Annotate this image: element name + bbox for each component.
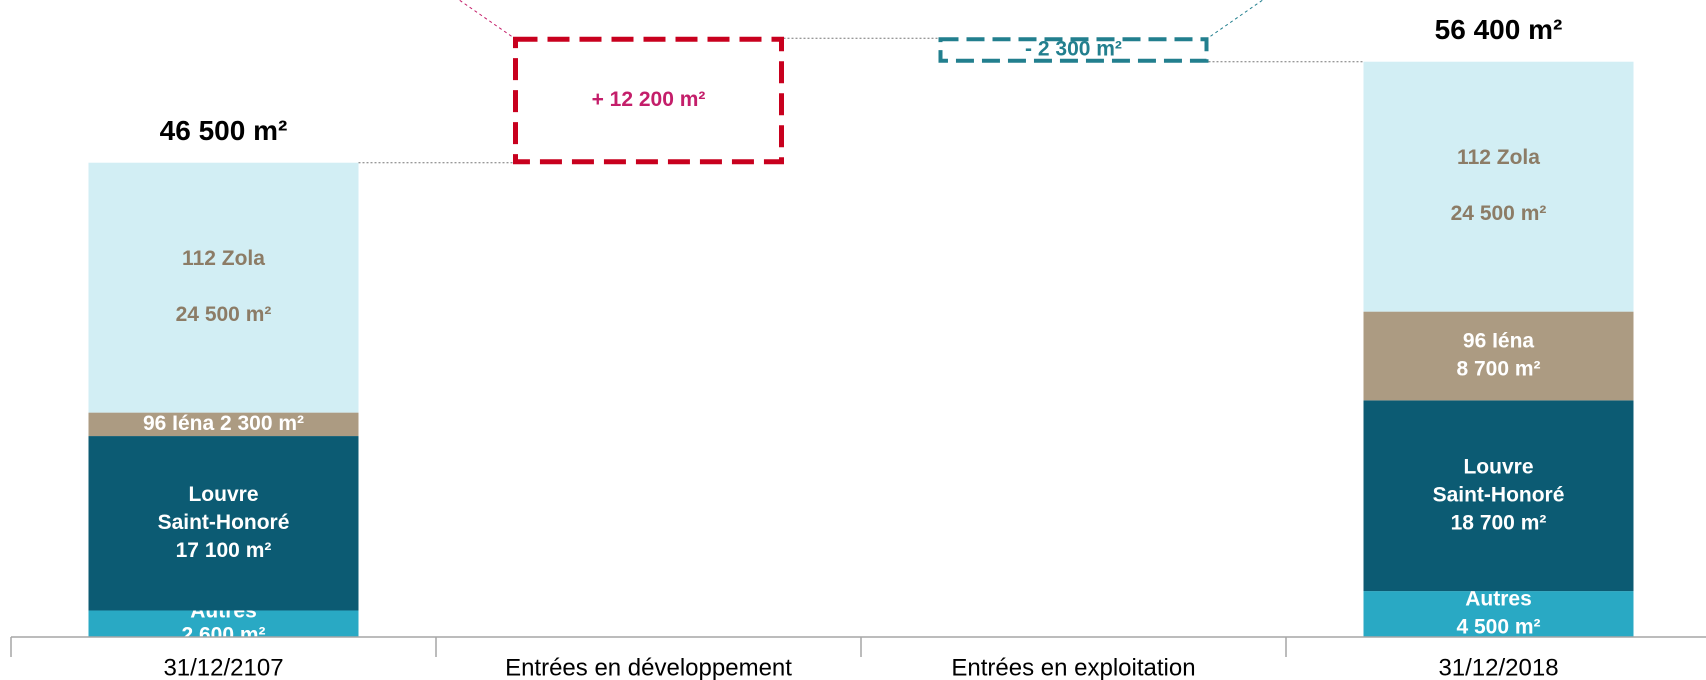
x-axis: 31/12/2107 Entrées en développement Entrée… xyxy=(10,636,1706,680)
callout-lines xyxy=(358,0,1364,164)
data-label-louvre-saint-honore-31-12-2018-line-1: Louvre xyxy=(1463,455,1533,478)
data-label-louvre-saint-honore-31-12-2018-line-2: Saint-Honoré xyxy=(1433,483,1565,506)
x-tick-label-31-12-2018: 31/12/2018 xyxy=(1438,654,1558,680)
data-label-96-iena-31-12-2018-line-1: 96 Iéna xyxy=(1463,330,1535,353)
data-label-112-zola-31-12-2018-line-1: 112 Zola xyxy=(1457,146,1540,169)
data-label-louvre-saint-honore-31-12-2018-line-3: 18 700 m² xyxy=(1451,511,1547,534)
x-tick-label-31-12-2107: 31/12/2107 xyxy=(163,654,283,680)
total-label-31-12-2018: 56 400 m² xyxy=(1435,14,1563,45)
change-label-entrees-en-exploitation: - 2 300 m² xyxy=(1025,38,1122,61)
data-label-96-iena-31-12-2018-line-2: 8 700 m² xyxy=(1456,358,1540,381)
change-box-entrees-en-developpement xyxy=(513,36,784,165)
data-label-96-iena-31-12-2107-line-1: 96 Iéna 2 300 m² xyxy=(143,412,304,435)
callout-line-exploitation xyxy=(1210,0,1264,37)
change-box-entrees-en-exploitation xyxy=(938,37,1209,63)
bar-112-zola-31-12-2018 xyxy=(1363,61,1634,312)
total-label-31-12-2107: 46 500 m² xyxy=(160,115,288,146)
change-label-entrees-en-developpement: + 12 200 m² xyxy=(592,88,706,111)
bar-autres-31-12-2018 xyxy=(1363,591,1634,637)
bar-autres-31-12-2107 xyxy=(88,610,359,637)
data-label-autres-31-12-2018-line-1: Autres xyxy=(1465,588,1532,611)
bar-112-zola-31-12-2107 xyxy=(88,162,359,413)
x-tick-label-entrees-en-developpement: Entrées en développement xyxy=(505,654,792,680)
bar-louvre-saint-honore-31-12-2107 xyxy=(88,436,359,611)
callout-line-development xyxy=(458,0,512,37)
data-label-112-zola-31-12-2107-line-1: 112 Zola xyxy=(182,247,265,270)
bars-layer: Autres 2 600 m² Louvre Saint-Honoré 17 100 m… xyxy=(88,61,1634,646)
x-tick-label-entrees-en-exploitation: Entrées en exploitation xyxy=(951,654,1195,680)
data-label-autres-31-12-2018-line-2: 4 500 m² xyxy=(1456,616,1540,639)
data-label-louvre-saint-honore-31-12-2107-line-2: Saint-Honoré xyxy=(158,511,290,534)
bar-96-iena-31-12-2107 xyxy=(88,412,359,437)
data-label-louvre-saint-honore-31-12-2107-line-1: Louvre xyxy=(188,483,258,506)
bar-louvre-saint-honore-31-12-2018 xyxy=(1363,400,1634,592)
data-label-112-zola-31-12-2107-line-3: 24 500 m² xyxy=(176,303,272,326)
total-labels-layer: 46 500 m² 56 400 m² xyxy=(160,14,1563,146)
data-label-112-zola-31-12-2018-line-3: 24 500 m² xyxy=(1451,202,1547,225)
bar-96-iena-31-12-2018 xyxy=(1363,311,1634,401)
data-label-louvre-saint-honore-31-12-2107-line-3: 17 100 m² xyxy=(176,539,272,562)
change-boxes-layer: + 12 200 m² - 2 300 m² xyxy=(513,36,1209,165)
data-label-autres-31-12-2107-line-2: 2 600 m² xyxy=(181,623,265,646)
